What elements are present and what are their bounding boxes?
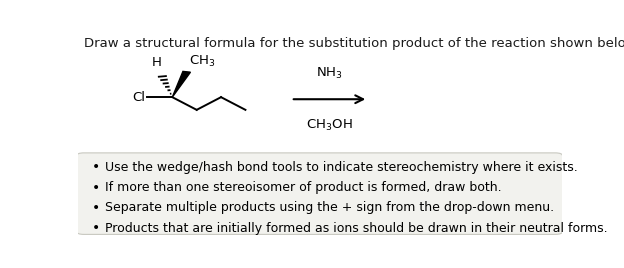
Text: •: • [92, 201, 100, 215]
Text: •: • [92, 181, 100, 195]
Text: CH$_3$: CH$_3$ [189, 54, 215, 69]
Text: Separate multiple products using the + sign from the drop-down menu.: Separate multiple products using the + s… [105, 202, 553, 214]
Text: NH$_3$: NH$_3$ [316, 66, 343, 81]
Text: Cl: Cl [132, 91, 145, 104]
Text: CH$_3$OH: CH$_3$OH [306, 118, 353, 133]
Polygon shape [172, 71, 190, 97]
Text: •: • [92, 160, 100, 174]
Text: Draw a structural formula for the substitution product of the reaction shown bel: Draw a structural formula for the substi… [84, 37, 624, 50]
Text: Products that are initially formed as ions should be drawn in their neutral form: Products that are initially formed as io… [105, 222, 607, 235]
Text: H: H [152, 56, 162, 69]
FancyBboxPatch shape [77, 153, 563, 234]
Text: •: • [92, 221, 100, 235]
Text: Use the wedge/hash bond tools to indicate stereochemistry where it exists.: Use the wedge/hash bond tools to indicat… [105, 161, 577, 174]
Text: If more than one stereoisomer of product is formed, draw both.: If more than one stereoisomer of product… [105, 181, 501, 194]
